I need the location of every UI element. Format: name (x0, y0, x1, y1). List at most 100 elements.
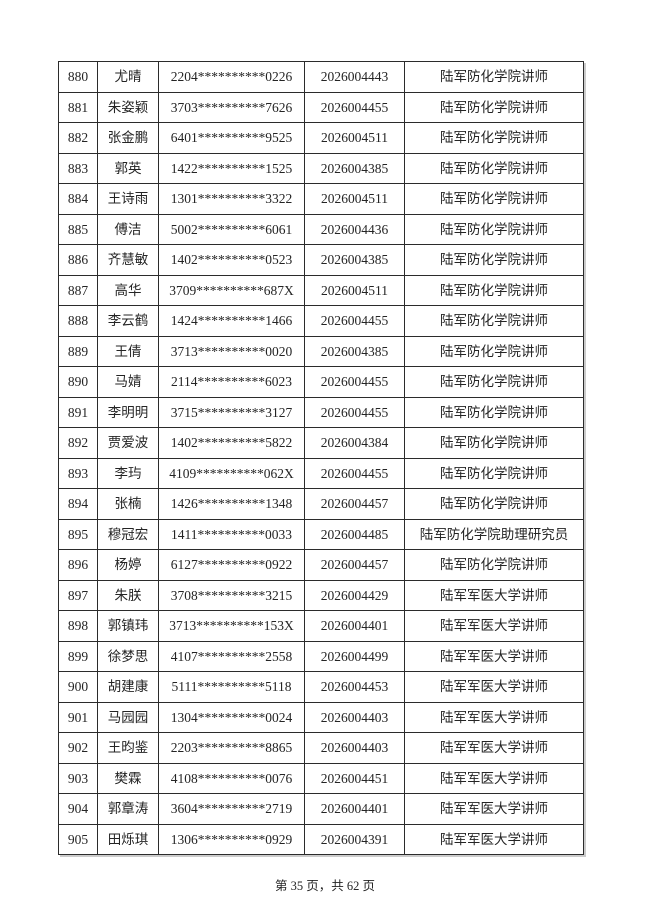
cell-id-number: 4108**********0076 (158, 762, 305, 794)
page-footer: 第 35 页，共 62 页 (274, 879, 375, 893)
cell-name: 穆冠宏 (97, 518, 159, 550)
cell-name: 张金鹏 (97, 122, 159, 154)
cell-serial-number: 895 (58, 518, 98, 550)
cell-id-number: 1306**********0929 (158, 823, 305, 855)
cell-name: 马园园 (97, 701, 159, 733)
cell-position: 陆军军医大学讲师 (404, 579, 584, 611)
table-row: 899 徐梦思 4107**********2558 2026004499 陆军… (58, 640, 584, 672)
cell-position: 陆军防化学院助理研究员 (404, 518, 584, 550)
cell-id-number: 5002**********6061 (158, 213, 305, 245)
cell-job-code: 2026004499 (304, 640, 405, 672)
cell-name: 李玙 (97, 457, 159, 489)
cell-serial-number: 884 (58, 183, 98, 215)
cell-name: 朱朕 (97, 579, 159, 611)
cell-job-code: 2026004391 (304, 823, 405, 855)
cell-name: 杨婷 (97, 549, 159, 581)
table-row: 881 朱姿颖 3703**********7626 2026004455 陆军… (58, 91, 584, 123)
table-row: 898 郭镇玮 3713**********153X 2026004401 陆军… (58, 610, 584, 642)
cell-position: 陆军军医大学讲师 (404, 793, 584, 825)
cell-serial-number: 885 (58, 213, 98, 245)
cell-serial-number: 888 (58, 305, 98, 337)
cell-serial-number: 890 (58, 366, 98, 398)
cell-id-number: 3703**********7626 (158, 91, 305, 123)
cell-name: 王倩 (97, 335, 159, 367)
cell-job-code: 2026004451 (304, 762, 405, 794)
cell-serial-number: 893 (58, 457, 98, 489)
cell-id-number: 4109**********062X (158, 457, 305, 489)
cell-name: 田烁琪 (97, 823, 159, 855)
cell-serial-number: 900 (58, 671, 98, 703)
cell-position: 陆军防化学院讲师 (404, 152, 584, 184)
table-row: 903 樊霖 4108**********0076 2026004451 陆军军… (58, 762, 584, 794)
cell-serial-number: 898 (58, 610, 98, 642)
cell-serial-number: 880 (58, 61, 98, 93)
cell-name: 张楠 (97, 488, 159, 520)
cell-job-code: 2026004429 (304, 579, 405, 611)
cell-id-number: 1402**********5822 (158, 427, 305, 459)
cell-serial-number: 903 (58, 762, 98, 794)
roster-table-body: 880 尤晴 2204**********0226 2026004443 陆军防… (58, 61, 584, 855)
cell-serial-number: 905 (58, 823, 98, 855)
cell-job-code: 2026004455 (304, 396, 405, 428)
cell-position: 陆军军医大学讲师 (404, 823, 584, 855)
cell-id-number: 1304**********0024 (158, 701, 305, 733)
cell-position: 陆军防化学院讲师 (404, 549, 584, 581)
cell-name: 李明明 (97, 396, 159, 428)
table-row: 896 杨婷 6127**********0922 2026004457 陆军防… (58, 549, 584, 581)
table-row: 886 齐慧敏 1402**********0523 2026004385 陆军… (58, 244, 584, 276)
cell-job-code: 2026004511 (304, 183, 405, 215)
table-row: 905 田烁琪 1306**********0929 2026004391 陆军… (58, 823, 584, 855)
table-row: 892 贾爱波 1402**********5822 2026004384 陆军… (58, 427, 584, 459)
table-row: 884 王诗雨 1301**********3322 2026004511 陆军… (58, 183, 584, 215)
table-row: 882 张金鹏 6401**********9525 2026004511 陆军… (58, 122, 584, 154)
cell-job-code: 2026004455 (304, 91, 405, 123)
cell-name: 马婧 (97, 366, 159, 398)
cell-position: 陆军防化学院讲师 (404, 183, 584, 215)
cell-name: 郭镇玮 (97, 610, 159, 642)
cell-id-number: 3709**********687X (158, 274, 305, 306)
cell-job-code: 2026004455 (304, 305, 405, 337)
cell-serial-number: 886 (58, 244, 98, 276)
cell-job-code: 2026004401 (304, 610, 405, 642)
cell-position: 陆军军医大学讲师 (404, 640, 584, 672)
cell-name: 贾爱波 (97, 427, 159, 459)
cell-id-number: 1422**********1525 (158, 152, 305, 184)
cell-job-code: 2026004403 (304, 732, 405, 764)
cell-job-code: 2026004443 (304, 61, 405, 93)
table-row: 889 王倩 3713**********0020 2026004385 陆军防… (58, 335, 584, 367)
table-row: 890 马婧 2114**********6023 2026004455 陆军防… (58, 366, 584, 398)
table-row: 895 穆冠宏 1411**********0033 2026004485 陆军… (58, 518, 584, 550)
cell-serial-number: 882 (58, 122, 98, 154)
cell-serial-number: 902 (58, 732, 98, 764)
cell-name: 齐慧敏 (97, 244, 159, 276)
cell-position: 陆军防化学院讲师 (404, 488, 584, 520)
cell-position: 陆军防化学院讲师 (404, 61, 584, 93)
table-row: 904 郭章涛 3604**********2719 2026004401 陆军… (58, 793, 584, 825)
table-row: 887 高华 3709**********687X 2026004511 陆军防… (58, 274, 584, 306)
cell-job-code: 2026004403 (304, 701, 405, 733)
cell-position: 陆军防化学院讲师 (404, 213, 584, 245)
cell-position: 陆军防化学院讲师 (404, 335, 584, 367)
table-row: 891 李明明 3715**********3127 2026004455 陆军… (58, 396, 584, 428)
cell-name: 王昀鉴 (97, 732, 159, 764)
cell-serial-number: 894 (58, 488, 98, 520)
cell-job-code: 2026004401 (304, 793, 405, 825)
cell-position: 陆军防化学院讲师 (404, 396, 584, 428)
cell-name: 高华 (97, 274, 159, 306)
cell-name: 徐梦思 (97, 640, 159, 672)
cell-position: 陆军军医大学讲师 (404, 762, 584, 794)
cell-id-number: 1426**********1348 (158, 488, 305, 520)
cell-job-code: 2026004436 (304, 213, 405, 245)
cell-job-code: 2026004511 (304, 274, 405, 306)
cell-serial-number: 896 (58, 549, 98, 581)
cell-position: 陆军防化学院讲师 (404, 305, 584, 337)
cell-serial-number: 887 (58, 274, 98, 306)
cell-job-code: 2026004457 (304, 549, 405, 581)
table-row: 888 李云鹤 1424**********1466 2026004455 陆军… (58, 305, 584, 337)
cell-name: 郭章涛 (97, 793, 159, 825)
cell-position: 陆军军医大学讲师 (404, 671, 584, 703)
cell-serial-number: 883 (58, 152, 98, 184)
table-row: 885 傅洁 5002**********6061 2026004436 陆军防… (58, 213, 584, 245)
table-row: 894 张楠 1426**********1348 2026004457 陆军防… (58, 488, 584, 520)
